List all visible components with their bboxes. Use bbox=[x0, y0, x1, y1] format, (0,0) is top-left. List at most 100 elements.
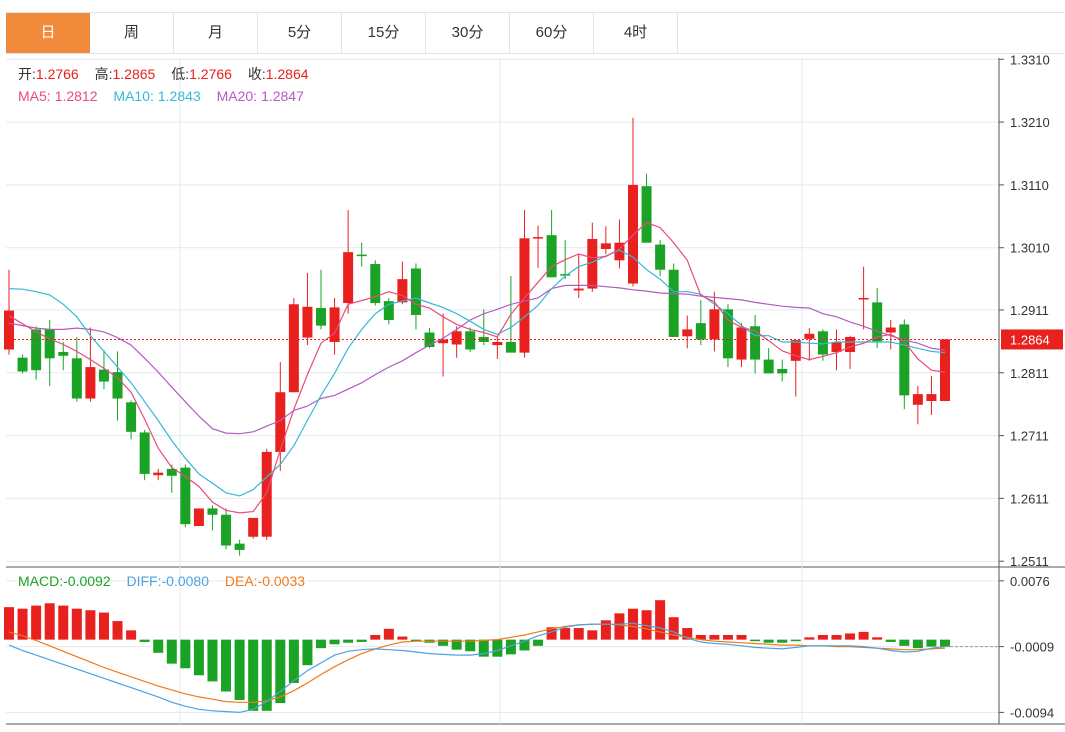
macd-histogram-bar bbox=[180, 639, 191, 669]
candle-up bbox=[804, 333, 815, 339]
ma10-value: 1.2843 bbox=[158, 88, 201, 104]
candle-up bbox=[533, 237, 544, 239]
tab-week[interactable]: 周 bbox=[90, 13, 174, 53]
candle-up bbox=[492, 341, 503, 346]
ma10-label: MA10: bbox=[113, 88, 153, 104]
macd-histogram-bar bbox=[71, 608, 82, 640]
candle-down bbox=[180, 467, 191, 525]
tab-5min[interactable]: 5分 bbox=[258, 13, 342, 53]
candle-up bbox=[628, 184, 638, 284]
macd-histogram-bar bbox=[790, 639, 801, 642]
ma20-label: MA20: bbox=[217, 88, 257, 104]
candle-down bbox=[777, 368, 788, 374]
candle-up bbox=[519, 238, 530, 353]
last-price-label: 1.2864 bbox=[1010, 332, 1050, 347]
macd-histogram-bar bbox=[804, 637, 815, 640]
macd-histogram-bar bbox=[17, 608, 28, 640]
macd-histogram-bar bbox=[763, 639, 774, 643]
price-tick-label: 1.3110 bbox=[1010, 178, 1049, 193]
macd-histogram-bar bbox=[193, 639, 204, 676]
macd-histogram-bar bbox=[655, 600, 666, 640]
candle-down bbox=[31, 329, 42, 371]
candle-down bbox=[370, 264, 381, 304]
price-tick-label: 1.3210 bbox=[1010, 115, 1050, 130]
tab-day[interactable]: 日 bbox=[6, 13, 90, 53]
chart-grid bbox=[6, 58, 1065, 725]
candle-up bbox=[845, 336, 856, 353]
open-label: 开: bbox=[18, 66, 36, 82]
macd-histogram-bar bbox=[750, 639, 761, 642]
macd-histogram-bar bbox=[614, 613, 625, 640]
dea-label: DEA: bbox=[225, 573, 258, 589]
price-tick-label: 1.2611 bbox=[1010, 491, 1049, 506]
tab-4hour[interactable]: 4时 bbox=[594, 13, 678, 53]
macd-histogram-bar bbox=[438, 639, 449, 646]
candle-down bbox=[817, 331, 828, 355]
ma20-line bbox=[8, 284, 946, 435]
macd-tick-label: -0.0009 bbox=[1010, 640, 1054, 655]
macd-histogram-bar bbox=[343, 639, 354, 643]
macd-histogram-bar bbox=[912, 639, 923, 649]
candle-up bbox=[329, 307, 340, 342]
candle-down bbox=[316, 308, 326, 326]
price-tick-label: 1.2911 bbox=[1010, 303, 1049, 318]
candle-up bbox=[193, 508, 204, 527]
candle-up bbox=[600, 243, 611, 249]
candle-down bbox=[17, 357, 28, 372]
macd-histogram-bar bbox=[221, 639, 232, 692]
candle-down bbox=[126, 402, 137, 432]
price-tick-label: 1.2811 bbox=[1010, 366, 1049, 381]
candle-up bbox=[614, 242, 625, 261]
macd-histogram-bar bbox=[668, 617, 679, 640]
tab-30min[interactable]: 30分 bbox=[426, 13, 510, 53]
macd-tick-label: -0.0094 bbox=[1010, 705, 1054, 720]
tab-month[interactable]: 月 bbox=[174, 13, 258, 53]
candle-down bbox=[166, 468, 177, 476]
dea-value: -0.0033 bbox=[258, 573, 306, 589]
candle-down bbox=[668, 269, 679, 337]
candle-down bbox=[872, 302, 883, 342]
ma10-line bbox=[8, 249, 946, 497]
diff-value: -0.0080 bbox=[162, 573, 210, 589]
macd-histogram-bar bbox=[275, 639, 286, 704]
candle-up bbox=[302, 306, 313, 338]
candle-up bbox=[587, 238, 598, 289]
macd-histogram-bar bbox=[519, 639, 530, 651]
macd-histogram-bar bbox=[234, 639, 245, 701]
macd-histogram-bar bbox=[858, 631, 869, 640]
macd-histogram-bar bbox=[587, 630, 598, 640]
candle-down bbox=[221, 514, 232, 546]
macd-histogram-bar bbox=[4, 607, 14, 640]
macd-histogram-bar bbox=[641, 610, 652, 640]
macd-histogram-bar bbox=[370, 635, 381, 640]
moving-average-lines bbox=[8, 221, 946, 514]
candle-down bbox=[356, 254, 367, 257]
macd-histogram-bar bbox=[736, 635, 747, 640]
candle-up bbox=[397, 279, 408, 303]
candle-down bbox=[899, 324, 910, 396]
macd-tick-label: 0.0076 bbox=[1010, 574, 1050, 589]
macd-histogram-bar bbox=[831, 635, 842, 640]
candle-up bbox=[858, 297, 869, 300]
macd-histogram-bar bbox=[44, 603, 55, 640]
low-label: 低: bbox=[171, 66, 189, 82]
macd-histogram-bar bbox=[560, 628, 571, 640]
candle-down bbox=[722, 309, 733, 359]
ma20-value: 1.2847 bbox=[261, 88, 304, 104]
tab-15min[interactable]: 15分 bbox=[342, 13, 426, 53]
candle-down bbox=[207, 508, 218, 515]
period-tab-bar: 日 周 月 5分 15分 30分 60分 4时 bbox=[6, 12, 1064, 54]
macd-histogram-bar bbox=[817, 635, 828, 640]
macd-histogram-bar bbox=[492, 639, 503, 657]
macd-header: MACD:-0.0092 DIFF:-0.0080 DEA:-0.0033 bbox=[18, 573, 305, 589]
tab-60min[interactable]: 60分 bbox=[510, 13, 594, 53]
macd-histogram-bar bbox=[573, 628, 584, 640]
dea-line bbox=[8, 623, 946, 703]
price-tick-label: 1.2511 bbox=[1010, 554, 1049, 569]
macd-histogram-bar bbox=[899, 639, 910, 646]
candle-up bbox=[275, 392, 286, 452]
candle-up bbox=[885, 327, 896, 333]
candle-down bbox=[750, 326, 761, 360]
candle-down bbox=[234, 543, 245, 550]
